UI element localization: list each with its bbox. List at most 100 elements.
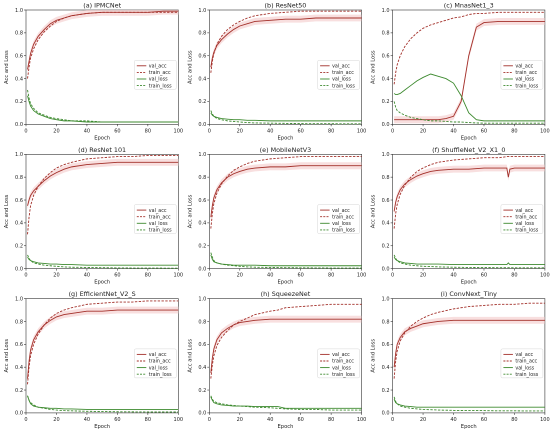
legend-label: val_acc [515,63,533,69]
axes-frame [25,298,179,414]
y-tick-label: 0.4 [382,76,390,82]
x-tick-label: 100 [540,417,550,423]
legend-label: train_acc [149,359,171,365]
x-axis-label: Epoch [94,135,110,141]
subplot-8: (h) SqueezeNet 0.0 0.2 0.4 0.6 0.8 1.0 0 20 40 60 8… [187,290,366,430]
series-line-val-acc [27,161,179,206]
subplot-title: (c) MnasNet1_3 [444,2,494,10]
x-tick-label: 100 [174,128,184,134]
y-tick-label: 0.0 [198,411,206,417]
subplot-1: (a) IPMCNet 0.0 0.2 0.4 0.6 0.8 1.0 0 20 40 60 80 10… [4,2,183,142]
series-line-val-acc [210,318,362,373]
legend-label: train_loss [332,83,355,89]
y-tick-label: 1.0 [15,296,23,302]
y-tick-label: 0.4 [198,76,206,82]
series-line-val-acc [394,20,545,121]
series-line-train-loss [27,89,179,123]
axes-frame [392,298,546,414]
legend-box [317,60,360,90]
legend-box [134,348,177,379]
axes-frame [209,9,362,125]
subplot-6: (f) ShuffleNet_V2_X1_0 0.0 0.2 0.4 0.6 0.8 1.0… [371,146,550,286]
legend-label: val_acc [149,352,167,358]
y-tick-label: 0.2 [198,99,206,105]
axes-frame [209,298,362,414]
y-tick-label: 0.6 [382,342,390,348]
legend-label: val_acc [515,352,533,358]
x-tick-label: 20 [420,417,426,423]
legend-label: train_acc [515,359,537,365]
x-tick-label: 20 [53,417,59,423]
x-tick-label: 60 [114,417,120,423]
legend-box [134,204,177,234]
y-tick-label: 0.4 [198,365,206,371]
y-tick-label: 0.0 [382,411,390,417]
axes-frame [25,154,179,269]
y-tick-label: 1.0 [382,152,390,158]
x-tick-label: 100 [357,417,367,423]
y-tick-label: 0.0 [382,266,390,272]
y-axis-label: Acc and Loss [4,339,10,373]
x-tick-label: 40 [267,128,273,134]
series-line-train-loss [393,254,545,269]
series-line-val-acc [393,319,545,368]
y-axis-label: Acc and Loss [4,194,10,228]
series-line-train-acc [27,11,179,79]
subplot-title: (i) ConvNext_Tiny [441,290,498,298]
x-tick-label: 40 [450,273,456,279]
series-line-val-loss [393,398,545,408]
x-tick-label: 80 [145,128,151,134]
x-tick-label: 40 [84,417,90,423]
x-tick-label: 20 [53,128,59,134]
legend-box [500,348,544,379]
legend-label: train_loss [515,228,538,234]
x-tick-label: 0 [24,273,27,279]
subplot-3: (c) MnasNet1_3 0.0 0.2 0.4 0.6 0.8 1.0 0 20 40 60 8… [371,2,550,142]
y-tick-label: 0.4 [15,76,23,82]
series-line-val-loss [210,112,362,122]
subplot-title: (b) ResNet50 [265,2,307,10]
y-tick-label: 0.8 [382,319,390,325]
legend-label: train_acc [149,70,171,76]
x-tick-label: 0 [208,273,211,279]
x-tick-label: 60 [481,273,487,279]
x-tick-label: 0 [391,273,394,279]
series-line-val-loss [27,95,179,123]
legend-label: val_loss [149,77,168,83]
legend-label: val_acc [515,208,533,214]
val-acc-band [210,162,362,221]
y-tick-label: 0.6 [198,342,206,348]
y-tick-label: 1.0 [198,296,206,302]
y-tick-label: 0.2 [382,388,390,394]
legend-label: val_loss [515,365,534,371]
y-tick-label: 0.6 [15,54,23,60]
axes-frame [392,154,546,269]
y-axis-label: Acc and Loss [187,339,193,373]
y-tick-label: 0.6 [198,54,206,60]
y-tick-label: 0.2 [382,244,390,250]
x-axis-label: Epoch [278,280,294,286]
x-tick-label: 20 [237,273,243,279]
legend-label: train_loss [332,228,355,234]
x-tick-label: 100 [357,273,367,279]
series-line-val-acc [210,165,362,218]
subplot-4: (d) ResNet 101 0.0 0.2 0.4 0.6 0.8 1.0 0 20 40 60 8… [4,146,183,286]
x-tick-label: 80 [145,273,151,279]
axes-frame [209,154,362,269]
y-tick-label: 0.6 [382,198,390,204]
y-axis-label: Acc and Loss [371,194,377,228]
x-tick-label: 40 [84,273,90,279]
legend-label: val_loss [515,221,534,227]
y-tick-label: 1.0 [198,152,206,158]
y-axis-label: Acc and Loss [371,339,377,373]
x-tick-label: 20 [420,273,426,279]
subplot-5: (e) MobileNetV3 0.0 0.2 0.4 0.6 0.8 1.0 0 20 40 60… [187,146,366,286]
y-tick-label: 0.8 [15,175,23,181]
y-tick-label: 0.8 [198,319,206,325]
y-tick-label: 0.8 [15,319,23,325]
legend-box [500,204,544,234]
subplot-title: (a) IPMCNet [83,2,121,10]
series-line-train-loss [393,101,545,124]
subplot-title: (e) MobileNetV3 [260,146,312,154]
legend-label: val_loss [149,365,168,371]
